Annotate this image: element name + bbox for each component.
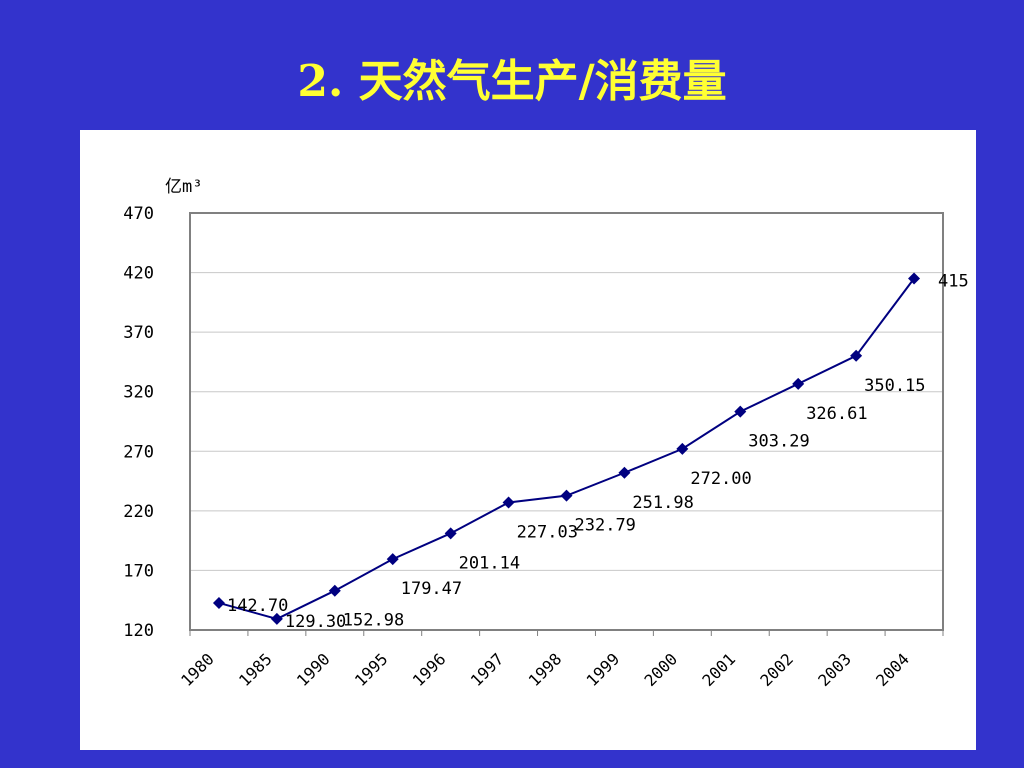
x-tick-label: 1990 — [293, 649, 334, 690]
data-label: 142.70 — [227, 596, 288, 616]
x-tick-label: 2001 — [698, 649, 739, 690]
data-label: 251.98 — [632, 493, 693, 513]
x-tick-label: 2002 — [756, 649, 797, 690]
data-label: 272.00 — [690, 469, 751, 489]
data-point-marker — [386, 553, 399, 566]
line-chart: 120 170 220 270 320 370 420 470 亿m³ 1980 1985 1990 1… — [123, 177, 969, 690]
data-label: 152.98 — [343, 611, 404, 631]
data-label: 179.47 — [401, 579, 462, 599]
data-point-marker — [734, 405, 747, 418]
data-label: 326.61 — [806, 404, 867, 424]
y-tick-label: 370 — [123, 323, 154, 343]
x-tick-label: 1980 — [177, 649, 218, 690]
data-label: 227.03 — [517, 522, 578, 542]
data-point-marker — [328, 584, 341, 597]
data-point-marker — [560, 489, 573, 502]
y-tick-label: 220 — [123, 502, 154, 522]
x-tick-label: 1998 — [525, 649, 566, 690]
chart-panel: 120 170 220 270 320 370 420 470 亿m³ 1980 1985 1990 1… — [80, 130, 976, 750]
data-point-marker — [502, 496, 515, 509]
data-point-marker — [908, 272, 921, 285]
x-tick-label: 2004 — [872, 649, 913, 690]
data-point-marker — [270, 612, 283, 625]
x-tick-label: 1999 — [583, 649, 624, 690]
y-tick-label: 170 — [123, 561, 154, 581]
slide-title: 2. 天然气生产/消费量 — [297, 56, 727, 107]
data-point-marker — [212, 596, 225, 609]
x-tick-label: 2000 — [640, 649, 681, 690]
x-tick-label: 1985 — [235, 649, 276, 690]
data-label: 129.30 — [285, 612, 346, 632]
data-point-marker — [618, 466, 631, 479]
x-tick-label: 1995 — [351, 649, 392, 690]
data-point-marker — [792, 377, 805, 390]
x-tick-label: 1997 — [467, 649, 508, 690]
y-tick-label: 320 — [123, 383, 154, 403]
x-tick-label: 2003 — [814, 649, 855, 690]
y-tick-label: 270 — [123, 442, 154, 462]
data-label: 350.15 — [864, 376, 925, 396]
data-label: 415 — [938, 272, 969, 292]
y-tick-label: 120 — [123, 621, 154, 641]
data-label: 232.79 — [575, 516, 636, 536]
plot-frame — [189, 212, 944, 631]
y-tick-label: 420 — [123, 264, 154, 284]
series-line — [218, 277, 915, 620]
data-point-marker — [444, 527, 457, 540]
data-label: 201.14 — [459, 553, 520, 573]
y-tick-label: 470 — [123, 204, 154, 224]
y-axis-label: 亿m³ — [165, 177, 202, 197]
data-label: 303.29 — [748, 432, 809, 452]
data-point-marker — [850, 349, 863, 362]
x-tick-label: 1996 — [409, 649, 450, 690]
data-point-marker — [676, 442, 689, 455]
